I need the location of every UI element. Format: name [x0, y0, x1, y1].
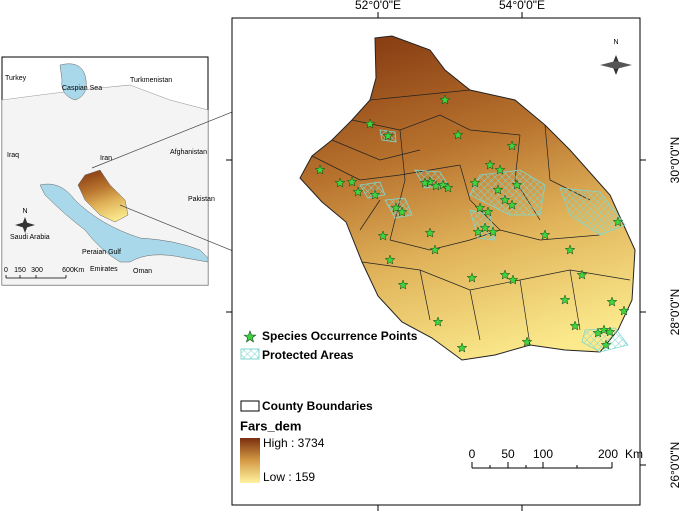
occurrence-point [482, 206, 494, 217]
main-scale: 0 50 100 200 Km [469, 447, 643, 469]
occurrence-point [494, 164, 506, 175]
legend-title: Fars_dem [240, 418, 301, 433]
occurrence-point [598, 324, 610, 335]
occurrence-point [419, 177, 431, 188]
occurrence-point [456, 342, 468, 353]
legend-label: Species Occurrence Points [262, 329, 418, 343]
occurrence-point [499, 194, 511, 205]
occurrence-point [390, 202, 402, 213]
occurrence-point [564, 244, 576, 255]
occurrence-point [487, 226, 499, 237]
inset-label: Oman [133, 268, 152, 275]
occurrence-point [364, 118, 376, 129]
occurrence-point [437, 179, 449, 190]
occurrence-point [472, 226, 484, 237]
occurrence-point [612, 216, 624, 227]
occurrence-point [474, 202, 486, 213]
occurrence-point [576, 269, 588, 280]
occurrence-point [346, 176, 358, 187]
occurrence-point [466, 272, 478, 283]
occurrence-point [384, 254, 396, 265]
occurrence-point [429, 244, 441, 255]
occurrence-point [439, 94, 451, 105]
inset-label: Afghanistan [170, 149, 207, 156]
inset-label: Turkey [5, 75, 27, 82]
occurrence-point [377, 230, 389, 241]
main-north-arrow: N [600, 39, 632, 75]
occurrence-point [334, 177, 346, 188]
legend-label: Protected Areas [262, 348, 354, 362]
inset-label: Emirates [90, 266, 118, 273]
occurrence-point [506, 199, 518, 210]
inset-label: Saudi Arabia [10, 234, 50, 241]
occurrence-point [499, 269, 511, 280]
occurrence-point [479, 222, 491, 233]
inset-label: Iran [100, 155, 112, 162]
inset-label: Turkmenistan [130, 77, 172, 84]
fars-inset [77, 169, 129, 223]
occurrence-point [606, 296, 618, 307]
scale-label: 300 [31, 267, 43, 274]
longitude-label: 54°0'0"E [499, 0, 545, 12]
scale-label: 150 [14, 267, 26, 274]
occurrence-point [604, 326, 616, 337]
occurrence-point [352, 186, 364, 197]
occurrence-point [469, 177, 481, 188]
legend-low: Low : 159 [263, 470, 315, 484]
caspian-sea [59, 63, 87, 101]
occurrence-point [442, 182, 454, 193]
north-label: N [22, 208, 27, 215]
occurrence-point [492, 184, 504, 195]
occurrence-point [396, 206, 408, 217]
legend-protected [240, 348, 260, 360]
latitude-label: 30°0'0"N [668, 137, 682, 184]
inset-north-arrow: N [15, 208, 35, 233]
occurrence-point [432, 316, 444, 327]
inset-scale: 0 150 300 600 Km [4, 267, 85, 279]
inset-map: Turkey Caspian Sea Turkmenistan Iraq Ira… [1, 56, 215, 286]
province-dem [299, 35, 636, 361]
occurrence-point [369, 189, 381, 200]
legend-star [243, 330, 257, 343]
occurrence-point [424, 227, 436, 238]
scale-label: 50 [501, 447, 515, 461]
longitude-label: 52°0'0"E [355, 0, 401, 12]
legend-county [240, 400, 260, 412]
occurrence-point [484, 159, 496, 170]
occurrence-point [618, 305, 630, 316]
coord-ticks [226, 12, 646, 511]
scale-label: 200 [598, 447, 618, 461]
occurrence-point [539, 229, 551, 240]
scale-label: Km [625, 447, 643, 461]
occurrence-point [397, 279, 409, 290]
scale-label: 0 [469, 447, 476, 461]
inset-label: Peraian Gulf [82, 249, 121, 256]
occurrence-point [521, 336, 533, 347]
occurrence-point [452, 129, 464, 140]
legend: Species Occurrence Points Protected Area… [240, 329, 418, 484]
inset-label: Pakistan [188, 196, 215, 203]
scale-label: 600 [62, 267, 74, 274]
legend-label: County Boundaries [262, 399, 373, 413]
occurrence-point [314, 164, 326, 175]
scale-label: 0 [4, 267, 8, 274]
occurrence-point [600, 339, 612, 350]
occurrence-point [506, 140, 518, 151]
occurrence-point [507, 274, 519, 285]
occurrence-point [382, 130, 394, 141]
occurrence-point [511, 179, 523, 190]
scale-label: Km [74, 267, 85, 274]
legend-high: High : 3734 [263, 436, 325, 450]
north-label: N [613, 39, 618, 46]
persian-gulf [39, 183, 209, 263]
occurrence-point [559, 294, 571, 305]
scale-label: 100 [533, 447, 553, 461]
legend-ramp [240, 438, 260, 483]
inset-label: Caspian Sea [62, 85, 102, 92]
latitude-label: 26°0'0"N [668, 442, 682, 489]
latitude-label: 28°0'0"N [668, 289, 682, 336]
inset-label: Iraq [7, 152, 19, 159]
occurrence-point [569, 320, 581, 331]
